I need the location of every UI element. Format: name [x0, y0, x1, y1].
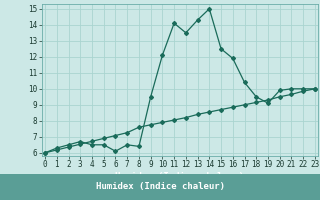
- X-axis label: Humidex (Indice chaleur): Humidex (Indice chaleur): [116, 172, 244, 181]
- Text: Humidex (Indice chaleur): Humidex (Indice chaleur): [95, 182, 225, 192]
